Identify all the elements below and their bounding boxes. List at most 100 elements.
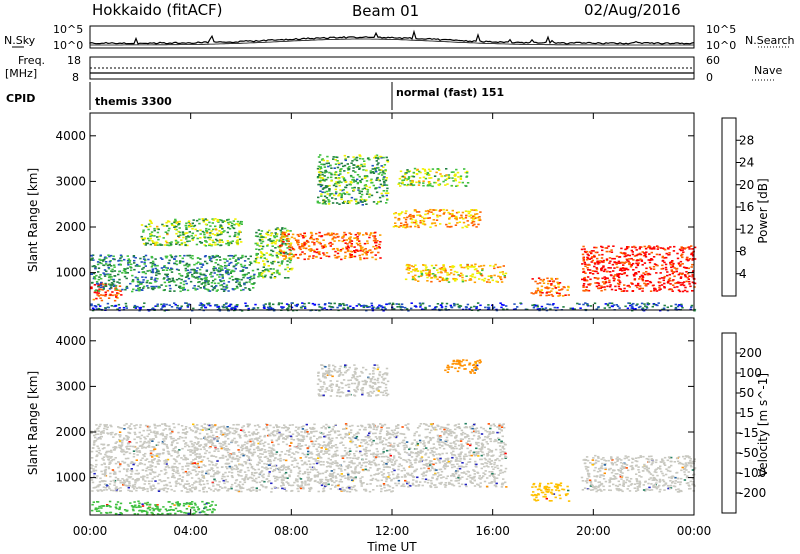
data-cell (297, 243, 300, 246)
data-cell (205, 490, 208, 493)
data-cell (151, 262, 155, 265)
data-cell (483, 280, 486, 282)
data-cell (273, 449, 276, 451)
data-cell (248, 457, 251, 460)
data-cell (472, 217, 475, 220)
data-cell (364, 184, 367, 186)
data-cell (237, 490, 241, 493)
data-cell (238, 281, 241, 284)
data-cell (375, 428, 378, 431)
data-cell (280, 261, 284, 263)
data-cell (155, 274, 158, 276)
data-cell (287, 449, 291, 452)
data-cell (202, 274, 205, 276)
data-cell (189, 451, 192, 453)
data-cell (546, 287, 550, 290)
data-cell (656, 245, 659, 247)
data-cell (632, 302, 635, 305)
data-cell (218, 230, 221, 232)
data-cell (156, 264, 159, 267)
data-cell (692, 271, 695, 273)
data-cell (293, 453, 296, 455)
data-cell (505, 305, 508, 307)
data-cell (258, 238, 262, 241)
data-cell (208, 255, 211, 258)
data-cell (337, 174, 341, 176)
data-cell (156, 277, 159, 280)
data-cell (355, 159, 359, 162)
data-cell (200, 278, 203, 280)
data-cell (309, 248, 312, 250)
data-cell (198, 281, 201, 283)
data-cell (119, 447, 122, 449)
data-cell (645, 306, 648, 308)
data-cell (342, 188, 345, 191)
data-cell (334, 171, 338, 173)
data-cell (118, 285, 122, 287)
data-cell (184, 276, 188, 278)
data-cell (154, 480, 157, 482)
data-cell (328, 233, 331, 236)
data-cell (191, 268, 194, 271)
data-cell (227, 488, 231, 490)
data-cell (586, 279, 589, 282)
data-cell (445, 168, 448, 170)
data-cell (472, 215, 475, 218)
data-cell (163, 289, 166, 291)
data-cell (407, 183, 410, 186)
data-cell (113, 299, 117, 302)
data-cell (362, 304, 365, 307)
data-cell (214, 278, 217, 281)
data-cell (187, 254, 190, 257)
data-cell (118, 434, 121, 436)
data-cell (382, 156, 385, 159)
data-cell (263, 449, 267, 451)
data-cell (652, 284, 655, 287)
data-cell (230, 453, 234, 456)
data-cell (105, 451, 108, 454)
data-cell (110, 265, 113, 267)
data-cell (387, 441, 391, 444)
data-cell (282, 306, 285, 308)
data-cell (101, 259, 104, 261)
data-cell (90, 255, 94, 257)
data-cell (631, 246, 634, 248)
data-cell (344, 157, 347, 160)
data-cell (207, 303, 210, 306)
data-cell (404, 221, 408, 223)
data-cell (147, 223, 151, 226)
data-cell (368, 432, 371, 435)
data-cell (351, 187, 354, 189)
data-cell (222, 282, 226, 285)
data-cell (227, 255, 230, 257)
data-cell (514, 308, 517, 310)
data-cell (90, 259, 93, 261)
data-cell (357, 432, 360, 435)
data-cell (348, 425, 352, 428)
data-cell (416, 270, 420, 272)
data-cell (141, 289, 144, 291)
data-cell (382, 451, 385, 453)
data-cell (318, 306, 321, 308)
data-cell (186, 275, 189, 278)
data-cell (280, 235, 284, 238)
data-cell (94, 305, 97, 307)
data-cell (615, 263, 618, 266)
data-cell (214, 456, 218, 458)
data-cell (193, 287, 196, 290)
data-cell (120, 255, 123, 258)
data-cell (203, 423, 206, 425)
data-cell (198, 276, 201, 278)
data-cell (138, 287, 142, 289)
data-cell (107, 279, 111, 282)
data-cell (286, 247, 289, 249)
data-cell (465, 226, 469, 228)
data-cell (605, 270, 609, 273)
data-cell (346, 490, 349, 493)
data-cell (226, 433, 229, 435)
data-cell (669, 246, 672, 248)
data-cell (582, 257, 585, 259)
data-cell (144, 225, 147, 228)
data-cell (96, 263, 100, 266)
data-cell (641, 307, 645, 309)
